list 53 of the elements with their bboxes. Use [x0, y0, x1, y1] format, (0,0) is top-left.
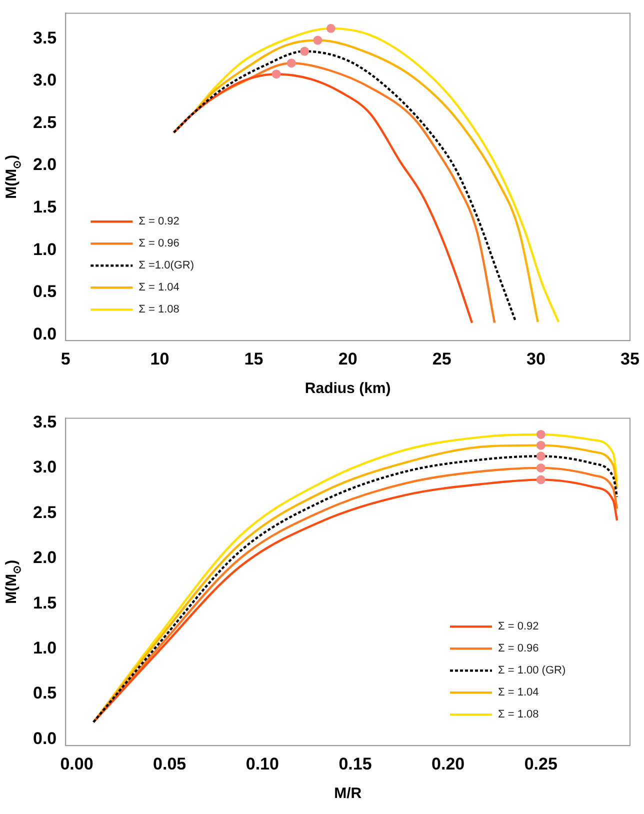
legend-label: Σ = 1.08 — [138, 304, 180, 316]
point — [536, 440, 546, 450]
y-tick-label: 1.5 — [32, 593, 57, 612]
x-axis-title: M/R — [334, 785, 362, 802]
y-tick-label: 1.0 — [32, 638, 57, 658]
y-tick-label: 3.5 — [32, 412, 57, 432]
legend-label: Σ = 0.92 — [138, 216, 180, 228]
x-axis-title: Radius (km) — [304, 380, 391, 397]
point — [326, 24, 336, 33]
point — [300, 46, 310, 56]
y-tick-label: 2.5 — [32, 502, 57, 522]
x-tick-label: 10 — [150, 349, 170, 368]
point — [272, 70, 281, 79]
y-tick-label: 3.0 — [32, 70, 57, 90]
legend-label: Σ =1.0(GR) — [138, 260, 194, 272]
y-axis-title: M(M⊙) — [3, 560, 24, 604]
y-tick-label: 1.5 — [32, 197, 57, 216]
x-tick-label: 0.10 — [246, 754, 279, 774]
point — [536, 475, 546, 484]
y-tick-label: 3.0 — [32, 458, 57, 477]
point — [536, 430, 546, 439]
x-tick-label: 15 — [244, 349, 264, 368]
x-tick-label: 0.00 — [60, 754, 94, 774]
x-tick-label: 0.25 — [524, 754, 558, 774]
x-tick-label: 5 — [60, 349, 70, 368]
point — [536, 463, 546, 472]
legend-label: Σ = 0.96 — [498, 642, 539, 655]
x-tick-label: 25 — [432, 349, 452, 368]
x-tick-label: 0.20 — [432, 754, 465, 774]
y-tick-label: 2.0 — [32, 155, 57, 174]
y-tick-label: 2.0 — [32, 548, 57, 568]
legend-label: Σ = 1.04 — [498, 686, 539, 699]
x-tick-label: 0.05 — [153, 754, 186, 774]
legend-label: Σ = 1.08 — [498, 708, 539, 721]
y-tick-label: 1.0 — [32, 240, 57, 259]
y-tick-label: 0.0 — [32, 324, 57, 344]
x-tick-label: 20 — [338, 349, 358, 368]
point — [536, 452, 546, 461]
y-tick-label: 0.0 — [32, 728, 57, 748]
x-tick-label: 0.15 — [338, 754, 372, 774]
legend-label: Σ = 0.96 — [138, 238, 180, 250]
y-tick-label: 2.5 — [32, 112, 57, 132]
point — [286, 58, 296, 68]
point — [313, 36, 322, 45]
y-tick-label: 0.5 — [32, 684, 57, 703]
y-tick-label: 3.5 — [32, 28, 57, 48]
legend-label: Σ = 1.00 (GR) — [498, 664, 566, 677]
y-axis-title: M(M⊙) — [3, 154, 24, 199]
legend-label: Σ = 1.04 — [138, 282, 180, 294]
legend-label: Σ = 0.92 — [498, 620, 539, 633]
y-tick-label: 0.5 — [32, 282, 57, 302]
x-tick-label: 30 — [526, 349, 546, 368]
x-tick-label: 35 — [620, 349, 640, 368]
